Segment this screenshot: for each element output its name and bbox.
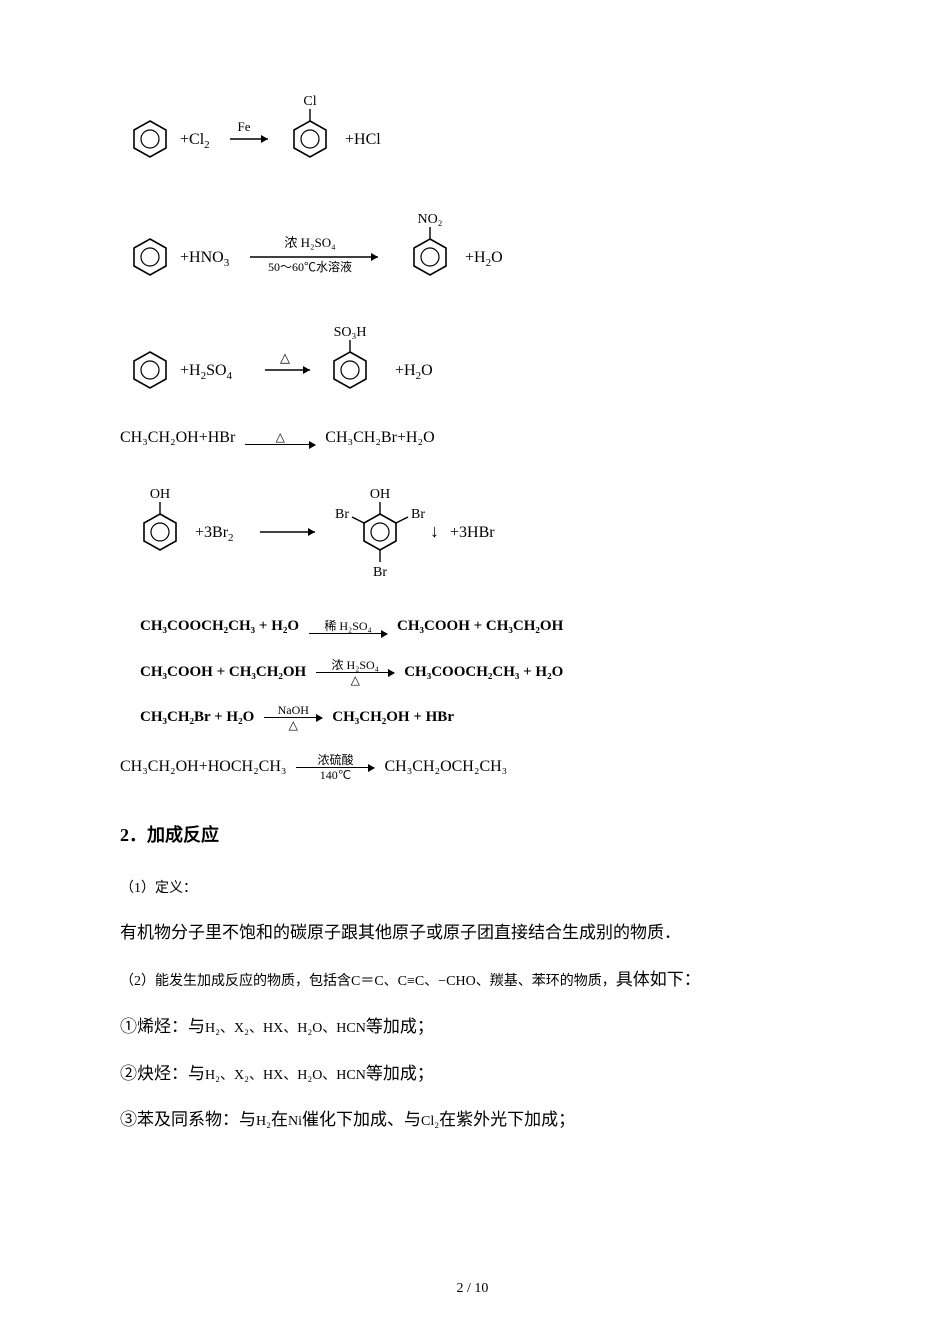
r5-prod-br-l: Br (335, 507, 349, 522)
r3-plus-h2o: +H2O (395, 362, 433, 382)
item3-m1: H₂ (256, 1114, 271, 1129)
r2-plus-h2o: +H2O (465, 249, 503, 269)
r4-lhs: CH₃CH₂OH+HBr (120, 429, 235, 447)
r5-precip: ↓ (430, 521, 439, 541)
r4-heat: △ (276, 431, 285, 443)
r5-plus-3br2: +3Br2 (195, 524, 234, 544)
item-3: ③苯及同系物：与H₂在Ni催化下加成、与Cl₂在紫外光下加成； (120, 1100, 825, 1141)
section-heading: 2．加成反应 (120, 821, 825, 847)
r2-product-sub: NO₂ (417, 212, 442, 227)
item3-m4: 催化下加成、与 (302, 1110, 421, 1129)
item1-prefix: ①烯烃：与 (120, 1017, 205, 1036)
r7-heat: △ (351, 674, 360, 686)
item-1: ①烯烃：与H₂、X₂、HX、H₂O、HCN等加成； (120, 1007, 825, 1048)
r2-catalyst: 浓 H₂SO₄ (284, 235, 336, 250)
page-content: +Cl2 Fe Cl +HCl +HNO3 浓 H₂SO₄ (0, 0, 945, 1187)
r8-arrow: NaOH △ (264, 704, 322, 731)
r3-product-sub: SO₃H (334, 325, 367, 340)
p2: （2）能发生加成反应的物质，包括含C＝C、C≡C、−CHO、羰基、苯环的物质，具… (120, 960, 825, 1001)
reaction-block-678: CH₃COOCH₂CH₃ + H₂O 稀 H₂SO₄ CH₃COOH + CH₃… (140, 611, 825, 734)
r3-heat: △ (280, 350, 290, 365)
r1-plus-hcl: +HCl (345, 131, 381, 148)
r5-prod-br-r: Br (411, 507, 425, 522)
reaction-5: OH +3Br2 OH Br Br Br ↓ +3HBr (120, 467, 825, 601)
p1-label: （1）定义： (120, 881, 197, 896)
r4-rhs: CH₃CH₂Br+H₂O (325, 429, 434, 447)
r8-catalyst: NaOH (278, 704, 309, 716)
item1-body: H₂、X₂、HX、H₂O、HCN (205, 1021, 366, 1036)
r1-catalyst: Fe (238, 119, 251, 134)
r5-plus-3hbr: +3HBr (450, 524, 495, 541)
r9-lhs: CH₃CH₂OH+HOCH₂CH₃ (120, 758, 286, 776)
r7-rhs: CH₃COOCH₂CH₃ + H₂O (404, 657, 563, 689)
r6-arrow: 稀 H₂SO₄ (309, 620, 387, 634)
reaction-9: CH₃CH₂OH+HOCH₂CH₃ 浓硫酸 140℃ CH₃CH₂OCH₂CH₃ (120, 754, 825, 781)
item2-suffix: 等加成； (366, 1064, 434, 1083)
reaction-4: CH₃CH₂OH+HBr △ CH₃CH₂Br+H₂O (120, 429, 825, 447)
r7-lhs: CH₃COOH + CH₃CH₂OH (140, 657, 306, 689)
item3-m3: Ni (288, 1114, 302, 1129)
item1-suffix: 等加成； (366, 1017, 434, 1036)
definition-label: （1）定义： (120, 867, 825, 908)
r6-lhs: CH₃COOCH₂CH₃ + H₂O (140, 611, 299, 643)
r5-prod-oh: OH (370, 487, 390, 502)
r5-prod-br-b: Br (373, 565, 387, 580)
item3-m5: Cl₂ (421, 1114, 439, 1129)
p2-prefix: （2）能发生加成反应的物质，包括含 (120, 974, 351, 989)
reaction-6: CH₃COOCH₂CH₃ + H₂O 稀 H₂SO₄ CH₃COOH + CH₃… (140, 611, 825, 643)
r2-plus-hno3: +HNO3 (180, 249, 230, 269)
r4-arrow: △ (245, 431, 315, 445)
r1-plus-cl2: +Cl2 (180, 131, 210, 151)
r9-rhs: CH₃CH₂OCH₂CH₃ (384, 758, 507, 776)
r9-temp: 140℃ (320, 769, 351, 781)
reaction-2: +HNO3 浓 H₂SO₄ 50～60℃水溶液 NO₂ +H2O (120, 192, 825, 306)
item3-prefix: ③苯及同系物：与 (120, 1110, 256, 1129)
r3-plus-h2so4: +H2SO4 (180, 362, 233, 382)
r5-phenol-oh: OH (150, 487, 170, 502)
r8-lhs: CH₃CH₂Br + H₂O (140, 702, 254, 734)
r8-heat: △ (289, 719, 298, 731)
r7-arrow: 浓 H₂SO₄ △ (316, 659, 394, 686)
r6-catalyst: 稀 H₂SO₄ (324, 620, 371, 632)
reaction-1: +Cl2 Fe Cl +HCl (120, 84, 825, 188)
p2-mid: C＝C、C≡C、−CHO、羰基、苯环的物质， (351, 974, 616, 989)
r7-catalyst: 浓 H₂SO₄ (332, 659, 379, 671)
item2-prefix: ②炔烃：与 (120, 1064, 205, 1083)
r2-condition: 50～60℃水溶液 (268, 259, 352, 274)
r9-catalyst: 浓硫酸 (317, 754, 353, 766)
r9-arrow: 浓硫酸 140℃ (296, 754, 374, 781)
item3-suffix: 在紫外光下加成； (439, 1110, 575, 1129)
item-2: ②炔烃：与H₂、X₂、HX、H₂O、HCN等加成； (120, 1054, 825, 1095)
p2-suffix: 具体如下： (616, 970, 701, 989)
r1-product-sub: Cl (303, 94, 316, 109)
reaction-3: +H2SO4 △ SO₃H +H2O (120, 310, 825, 419)
r6-rhs: CH₃COOH + CH₃CH₂OH (397, 611, 563, 643)
page-footer: 2 / 10 (0, 1281, 945, 1297)
item3-m2: 在 (271, 1110, 288, 1129)
definition-text: 有机物分子里不饱和的碳原子跟其他原子或原子团直接结合生成别的物质． (120, 913, 825, 954)
reaction-7: CH₃COOH + CH₃CH₂OH 浓 H₂SO₄ △ CH₃COOCH₂CH… (140, 657, 825, 689)
r8-rhs: CH₃CH₂OH + HBr (332, 702, 454, 734)
reaction-8: CH₃CH₂Br + H₂O NaOH △ CH₃CH₂OH + HBr (140, 702, 825, 734)
item2-body: H₂、X₂、HX、H₂O、HCN (205, 1068, 366, 1083)
